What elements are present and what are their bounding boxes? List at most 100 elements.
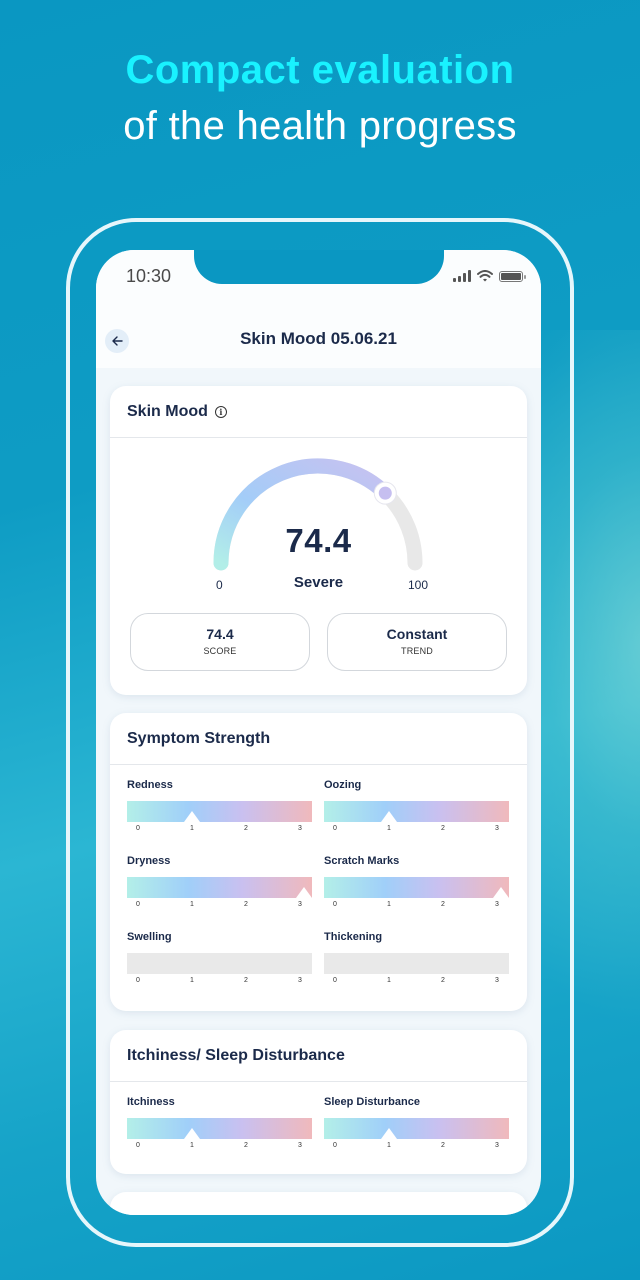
scale-tick-label: 1: [190, 1142, 194, 1149]
symptom-item: Oozing 0 1 2 3: [324, 779, 509, 855]
symptom-label: Redness: [127, 779, 173, 791]
severity-marker-icon: [184, 1128, 200, 1139]
severity-bar: [127, 953, 312, 974]
status-icons: [453, 270, 526, 282]
signal-icon: [453, 270, 471, 282]
battery-icon: [499, 270, 526, 282]
scale-tick-label: 2: [244, 901, 248, 908]
severity-scale: 0 1 2 3: [127, 974, 312, 988]
severity-marker-icon: [381, 1128, 397, 1139]
itchiness-sleep-header: Itchiness/ Sleep Disturbance: [110, 1030, 527, 1082]
severity-scale: 0 1 2 3: [324, 974, 509, 988]
wifi-icon: [477, 270, 493, 282]
severity-bar: [324, 1118, 509, 1139]
trend-value: Constant: [386, 626, 448, 642]
severity-scale: 0 1 2 3: [127, 822, 312, 836]
symptom-label: Sleep Disturbance: [324, 1096, 420, 1108]
gauge-severity-label: Severe: [293, 574, 344, 591]
next-card-partial: [110, 1192, 527, 1215]
scale-tick-label: 2: [441, 977, 445, 984]
scale-tick-label: 3: [298, 901, 302, 908]
scale-tick-label: 1: [190, 901, 194, 908]
symptom-item: Scratch Marks 0 1 2 3: [324, 855, 509, 931]
scale-tick-label: 1: [387, 901, 391, 908]
stat-row: 74.4 SCORE Constant TREND: [130, 613, 507, 671]
scale-tick-label: 1: [387, 977, 391, 984]
scale-tick-label: 0: [136, 901, 140, 908]
symptom-grid: Redness 0 1 2 3 Oozing 0 1 2 3 Dryness 0 1 2 3 Scratch …: [110, 765, 527, 1007]
info-icon[interactable]: i: [214, 405, 227, 418]
scale-tick-label: 3: [495, 825, 499, 832]
symptom-label: Itchiness: [127, 1096, 175, 1108]
symptom-item: Swelling 0 1 2 3: [127, 931, 312, 1007]
scale-tick-label: 0: [333, 825, 337, 832]
gauge-arc: [213, 458, 423, 571]
severity-bar: [324, 877, 509, 898]
skin-mood-card: Skin Mood i 74.4 Severe 0 100: [110, 386, 527, 695]
severity-scale: 0 1 2 3: [127, 1139, 312, 1153]
trend-label: TREND: [401, 646, 433, 656]
scale-tick-label: 3: [298, 1142, 302, 1149]
severity-marker-icon: [381, 811, 397, 822]
symptom-label: Thickening: [324, 931, 383, 943]
hero-title: Compact evaluation: [125, 48, 515, 92]
scale-tick-label: 0: [136, 977, 140, 984]
symptom-label: Dryness: [127, 855, 171, 867]
scale-tick-label: 2: [441, 901, 445, 908]
scale-tick-label: 0: [333, 1142, 337, 1149]
severity-marker-icon: [184, 811, 200, 822]
symptom-label: Oozing: [324, 779, 362, 791]
severity-scale: 0 1 2 3: [324, 898, 509, 912]
scale-tick-label: 2: [244, 825, 248, 832]
symptom-item: Dryness 0 1 2 3: [127, 855, 312, 931]
scale-tick-label: 0: [333, 901, 337, 908]
scale-tick-label: 2: [441, 825, 445, 832]
phone-frame: [66, 218, 574, 1247]
phone-screen: 10:30 Skin Mood 05.06.21 Skin Mood i: [96, 250, 541, 1215]
symptom-item: Itchiness 0 1 2 3: [127, 1096, 312, 1172]
scale-tick-label: 0: [333, 977, 337, 984]
gauge-value: 74.4: [285, 522, 352, 559]
symptom-strength-title: Symptom Strength: [127, 729, 271, 747]
skin-mood-gauge: 74.4 Severe 0 100: [110, 438, 527, 618]
scale-tick-label: 3: [495, 1142, 499, 1149]
scale-tick-label: 1: [387, 825, 391, 832]
scale-tick-label: 1: [190, 977, 194, 984]
scale-tick-label: 3: [298, 825, 302, 832]
symptom-item: Sleep Disturbance 0 1 2 3: [324, 1096, 509, 1172]
symptom-label: Scratch Marks: [324, 855, 400, 867]
skin-mood-title: Skin Mood: [127, 402, 208, 420]
severity-bar: [127, 801, 312, 822]
skin-mood-card-header: Skin Mood i: [110, 386, 527, 438]
arrow-left-icon: [112, 336, 123, 346]
scale-tick-label: 0: [136, 1142, 140, 1149]
status-time: 10:30: [126, 266, 172, 286]
scale-tick-label: 2: [244, 977, 248, 984]
page-title: Skin Mood 05.06.21: [240, 329, 397, 348]
scale-tick-label: 2: [441, 1142, 445, 1149]
severity-scale: 0 1 2 3: [127, 898, 312, 912]
symptom-strength-header: Symptom Strength: [110, 713, 527, 765]
scale-tick-label: 2: [244, 1142, 248, 1149]
severity-scale: 0 1 2 3: [324, 1139, 509, 1153]
back-button[interactable]: [105, 329, 129, 353]
symptom-item: Thickening 0 1 2 3: [324, 931, 509, 1007]
severity-bar: [324, 801, 509, 822]
trend-stat: Constant TREND: [327, 613, 507, 671]
itchiness-sleep-card: Itchiness/ Sleep Disturbance Itchiness 0 1…: [110, 1030, 527, 1174]
scale-tick-label: 3: [495, 901, 499, 908]
severity-marker-icon: [493, 887, 509, 898]
score-stat: 74.4 SCORE: [130, 613, 310, 671]
symptom-item: Redness 0 1 2 3: [127, 779, 312, 855]
itchiness-sleep-title: Itchiness/ Sleep Disturbance: [127, 1046, 345, 1064]
severity-scale: 0 1 2 3: [324, 822, 509, 836]
scale-tick-label: 3: [298, 977, 302, 984]
hero-subtitle: of the health progress: [123, 104, 517, 148]
symptom-label: Swelling: [127, 931, 172, 943]
scale-tick-label: 1: [387, 1142, 391, 1149]
gauge-min-label: 0: [216, 578, 223, 592]
itchiness-grid: Itchiness 0 1 2 3 Sleep Disturbance 0 1 2 3: [110, 1082, 527, 1172]
severity-bar: [324, 953, 509, 974]
scale-tick-label: 1: [190, 825, 194, 832]
score-label: SCORE: [203, 646, 237, 656]
